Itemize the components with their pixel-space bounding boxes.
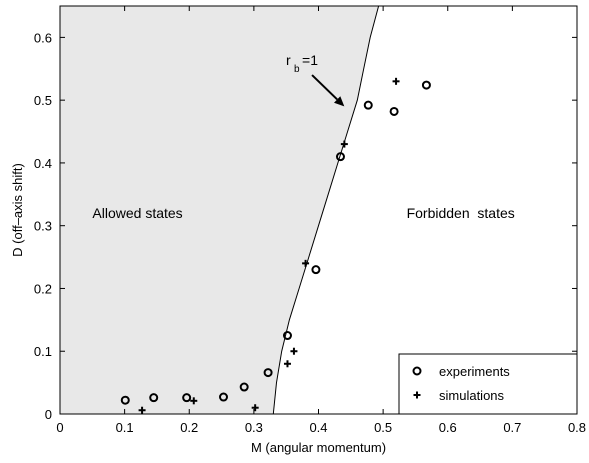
legend-entry-label: experiments [439, 364, 510, 379]
rb-label-r: r [286, 52, 291, 68]
x-tick-label: 0.6 [439, 420, 457, 435]
y-tick-label: 0 [45, 407, 52, 422]
simulation-point [283, 360, 291, 368]
x-tick-label: 0.7 [503, 420, 521, 435]
experiment-point [263, 368, 273, 378]
x-tick-label: 0.8 [568, 420, 586, 435]
x-tick-label: 0.5 [374, 420, 392, 435]
experiment-point [120, 395, 130, 405]
legend-plus-marker [413, 391, 421, 399]
experiment-point [363, 100, 373, 110]
simulation-point [290, 347, 298, 355]
experiment-point [282, 331, 292, 341]
y-tick-label: 0.4 [34, 156, 52, 171]
rb-arrow-line [311, 74, 338, 101]
x-tick-label: 0.3 [245, 420, 263, 435]
y-tick-label: 0.2 [34, 281, 52, 296]
rb-arrowhead [334, 96, 345, 107]
data-marks [120, 77, 431, 414]
simulation-point [251, 404, 259, 412]
simulation-point [138, 406, 146, 414]
ticks: 0 0.1 0.2 0.3 0.4 0.5 0.6 0.7 0.8 0 0.1 0.2 0.3 0.4 0.… [34, 6, 586, 435]
rb-label-subscript: b [294, 64, 300, 75]
x-axis-label: M (angular momentum) [251, 440, 386, 455]
legend-circle-marker [412, 366, 422, 376]
allowed-states-label: Allowed states [92, 205, 182, 221]
y-tick-label: 0.1 [34, 344, 52, 359]
experiment-point [389, 106, 399, 116]
y-tick-label: 0.3 [34, 219, 52, 234]
x-tick-label: 0.4 [309, 420, 327, 435]
experiment-point [335, 152, 345, 162]
x-tick-label: 0.2 [180, 420, 198, 435]
simulation-point [190, 397, 198, 405]
legend-box [398, 353, 578, 415]
allowed-region-fill [60, 6, 379, 414]
legend: experiments simulations [398, 353, 578, 415]
simulation-point [340, 140, 348, 148]
y-axis-label: D (off–axis shift) [10, 163, 25, 257]
simulation-point [302, 259, 310, 267]
simulation-point [392, 77, 400, 85]
experiment-point [421, 80, 431, 90]
legend-entry-label: simulations [439, 388, 505, 403]
experiment-point [182, 393, 192, 403]
rb-label-equals: =1 [302, 52, 318, 68]
experiment-point [311, 265, 321, 275]
x-tick-label: 0 [56, 420, 63, 435]
experiment-point [149, 393, 159, 403]
boundary-curve [272, 5, 380, 415]
experiment-point [219, 392, 229, 402]
rb-annotation: r b =1 [286, 52, 345, 107]
x-tick-label: 0.1 [116, 420, 134, 435]
experiment-point [239, 382, 249, 392]
y-tick-label: 0.6 [34, 30, 52, 45]
forbidden-states-label: Forbidden states [407, 205, 515, 221]
y-tick-label: 0.5 [34, 93, 52, 108]
